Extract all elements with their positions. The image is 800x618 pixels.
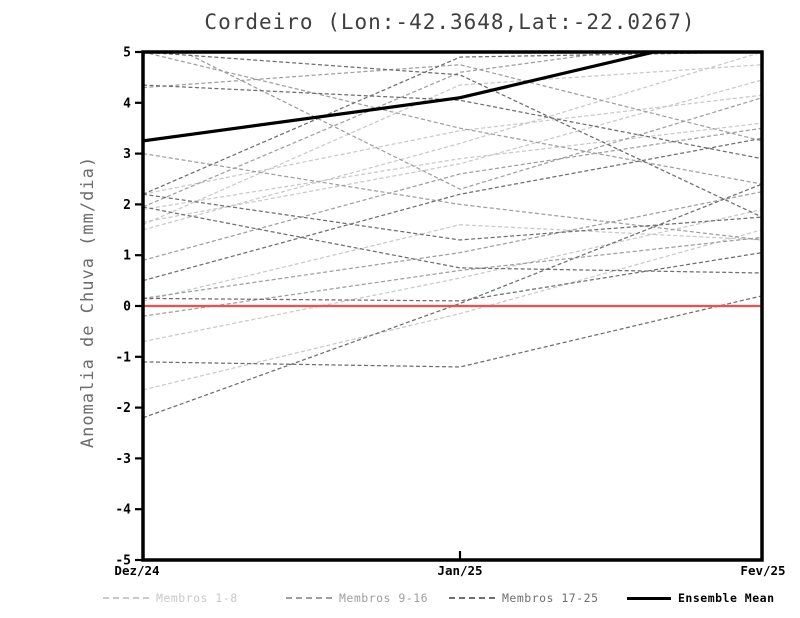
member-line: [143, 52, 616, 208]
dashed-line-sample-icon: [449, 597, 495, 599]
member-line: [143, 236, 762, 317]
y-tick-label: -2: [115, 401, 131, 416]
member-line: [143, 224, 762, 302]
member-line: [143, 229, 762, 391]
x-tick-label: Dez/24: [114, 563, 159, 578]
member-line: [143, 122, 762, 211]
y-tick-label: 4: [123, 96, 131, 111]
member-line: [143, 206, 762, 274]
legend-label: Membros 9-16: [339, 591, 429, 605]
y-tick-label: 0: [123, 300, 131, 315]
y-tick-label: -4: [115, 503, 131, 518]
member-line: [143, 191, 762, 299]
member-line: [143, 64, 762, 226]
y-tick-label: 1: [123, 249, 131, 264]
dashed-line-sample-icon: [286, 597, 332, 599]
member-line: [143, 252, 762, 302]
y-tick-label: 2: [123, 198, 131, 213]
y-tick-label: -1: [115, 350, 131, 365]
y-tick-label: -3: [115, 452, 131, 467]
member-line: [143, 295, 762, 368]
member-line: [143, 193, 762, 241]
legend-item-ensemble-mean: Ensemble Mean: [627, 590, 775, 606]
legend-label: Ensemble Mean: [678, 591, 775, 605]
y-tick-label: 3: [123, 147, 131, 162]
legend-item-membros-1-8: Membros 1-8: [103, 590, 238, 606]
member-line: [143, 183, 762, 419]
x-tick-label: Jan/25: [437, 563, 482, 578]
member-line: [143, 208, 762, 343]
member-line: [143, 52, 762, 218]
ensemble-mean-line: [143, 52, 662, 143]
x-tick-label: Fev/25: [740, 563, 785, 578]
y-tick-label: -5: [115, 554, 131, 569]
solid-line-sample-icon: [627, 596, 671, 600]
member-line: [143, 84, 762, 160]
member-line: [182, 52, 762, 190]
legend-item-membros-9-16: Membros 9-16: [286, 590, 428, 606]
member-line: [143, 79, 762, 223]
member-line: [143, 64, 762, 142]
member-line: [143, 152, 762, 241]
member-line: [143, 52, 762, 231]
chart-title: Cordeiro (Lon:-42.3648,Lat:-22.0267): [204, 10, 696, 34]
legend-label: Membros 17-25: [502, 591, 599, 605]
member-line: [143, 137, 762, 282]
member-line: [143, 52, 762, 185]
y-tick-label: 5: [123, 46, 131, 61]
legend-item-membros-17-25: Membros 17-25: [449, 590, 599, 606]
member-line: [143, 127, 762, 261]
member-line: [143, 94, 762, 195]
dashed-line-sample-icon: [103, 597, 149, 599]
chart-legend: Membros 1-8 Membros 9-16 Membros 17-25 E…: [0, 590, 800, 610]
legend-label: Membros 1-8: [156, 591, 238, 605]
